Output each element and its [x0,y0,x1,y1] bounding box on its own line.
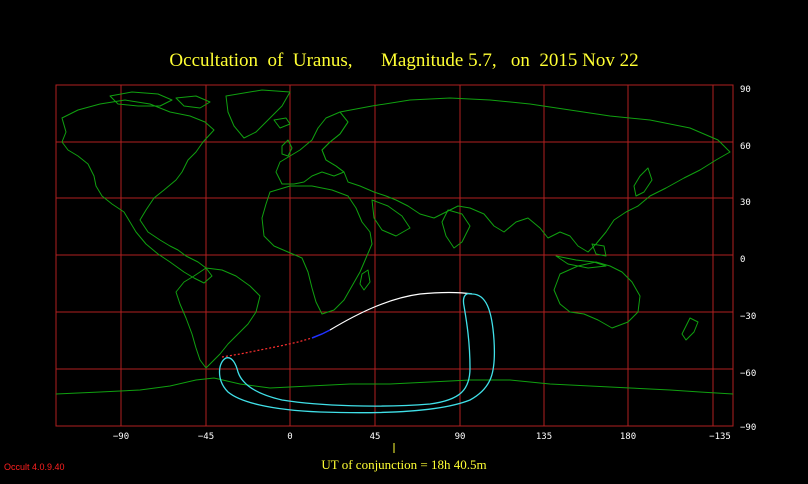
latitude-axis: 90 60 30 0 −30 −60 −90 [740,85,756,433]
latitude-tick-label: −30 [740,312,756,322]
asia-coast [321,97,731,253]
europe-coast [275,111,349,185]
indonesia-coast [555,255,607,269]
south-america-coast [175,267,261,369]
longitude-tick-label: 0 [287,432,292,442]
longitude-tick-label: 180 [620,432,636,442]
longitude-tick-label: −45 [198,432,214,442]
japan-coast [633,167,653,197]
longitude-tick-label: −135 [709,432,731,442]
conjunction-time-label: UT of conjunction = 18h 40.5m [321,457,487,472]
occultation-path [218,291,496,414]
title-date: on 2015 Nov 22 [510,50,639,71]
longitude-tick-label: 135 [536,432,552,442]
path-twilight-segment [311,329,331,339]
northern-limit-curve [218,292,496,414]
arctic-islands-coast [175,95,211,109]
greenland-coast [225,89,291,139]
new-zealand-coast [681,317,699,341]
latitude-tick-label: −60 [740,369,756,379]
africa-coast [261,185,373,315]
madagascar-coast [359,269,371,291]
coastlines [55,89,734,395]
latitude-tick-label: 30 [740,198,751,208]
arabia-coast [371,199,411,237]
path-daylight-segment [329,291,473,331]
latitude-tick-label: 0 [740,255,745,265]
path-night-segment [221,337,313,358]
longitude-axis: −90 −45 0 45 90 135 180 −135 [113,432,731,442]
longitude-tick-label: 90 [455,432,466,442]
latitude-tick-label: 60 [740,142,751,152]
page-title: Occultation of Uranus, Magnitude 5.7, on… [0,50,808,72]
india-coast [441,209,471,249]
latitude-tick-label: 90 [740,85,751,95]
latitude-tick-label: −90 [740,423,756,433]
australia-coast [553,261,641,329]
graticule [56,85,733,426]
title-magnitude: Magnitude 5.7, [381,50,497,71]
antarctica-coast [55,377,734,395]
title-object: Occultation of Uranus, [169,50,353,71]
british-isles-coast [281,139,293,157]
indonesia-coast [591,243,607,257]
arctic-islands-coast [109,91,173,107]
longitude-tick-label: −90 [113,432,129,442]
north-america-coast [61,99,215,284]
longitude-tick-label: 45 [370,432,381,442]
version-label: Occult 4.0.9.40 [4,462,65,472]
iceland-coast [273,117,291,129]
